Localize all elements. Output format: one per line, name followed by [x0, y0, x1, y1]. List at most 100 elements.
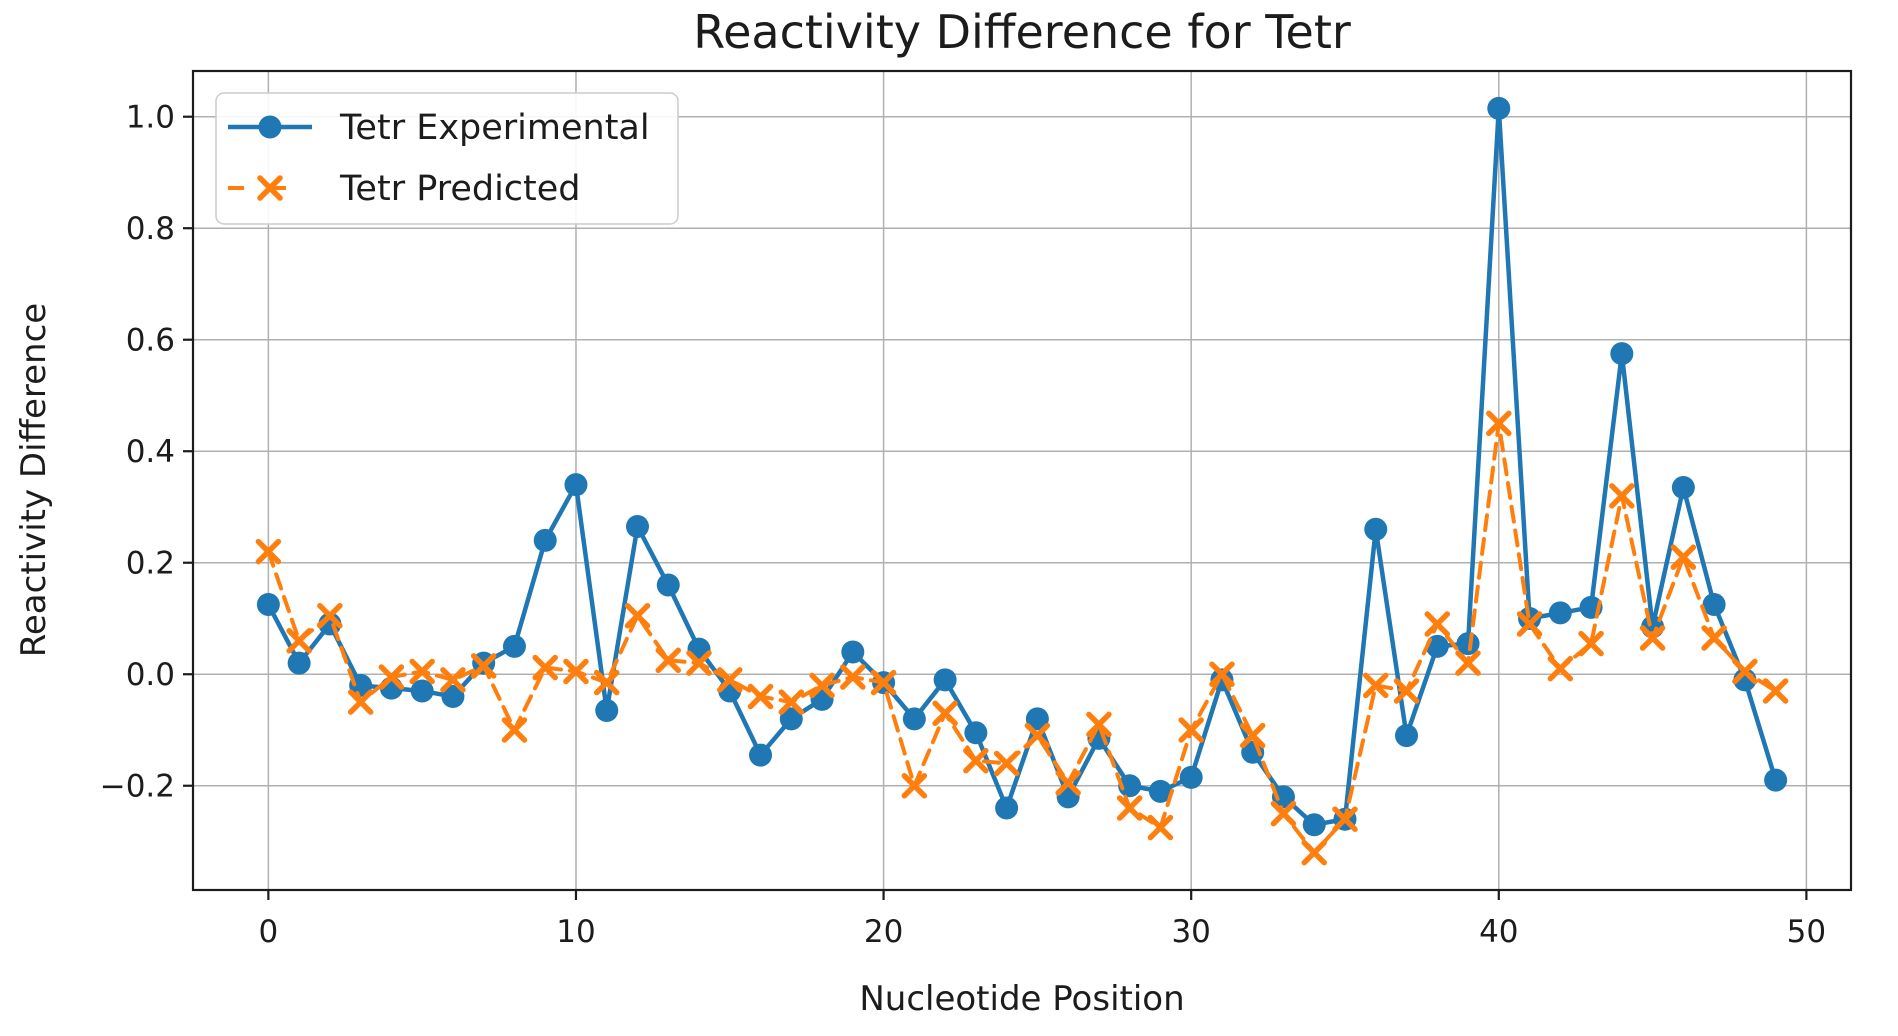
data-point-x: [1639, 625, 1666, 651]
data-point-circle: [625, 514, 649, 538]
data-point-x: [840, 664, 866, 690]
data-point-x: [747, 683, 774, 710]
data-point-x: [1332, 806, 1358, 832]
data-point-x: [809, 672, 835, 699]
data-point-x: [1239, 722, 1266, 749]
data-point-x: [686, 650, 712, 676]
data-point-circle: [1271, 785, 1295, 809]
data-point-circle: [349, 673, 373, 697]
legend-label-experimental: Tetr Experimental: [339, 108, 650, 148]
data-point-circle: [779, 707, 803, 731]
data-point-x: [1362, 672, 1389, 699]
data-point-circle: [1148, 779, 1172, 803]
data-point-x: [286, 628, 312, 654]
data-point-circle: [595, 698, 619, 722]
data-point-x: [378, 664, 405, 690]
x-tick-label: 30: [1171, 914, 1210, 950]
data-point-x: [1147, 814, 1174, 841]
data-point-x: [532, 654, 558, 681]
y-tick-label: 1.0: [126, 100, 175, 136]
x-tick-label: 20: [864, 914, 903, 950]
data-point-circle: [1518, 606, 1542, 630]
data-point-circle: [1702, 593, 1726, 617]
data-point-x: [1024, 722, 1051, 749]
data-point-circle: [933, 668, 957, 692]
data-point-circle: [1548, 601, 1572, 625]
series-line-1: [266, 421, 1778, 855]
y-axis-label: Reactivity Difference: [14, 303, 54, 657]
y-tick-label: 0.2: [126, 546, 175, 582]
data-point-circle: [1671, 475, 1695, 499]
data-point-x: [255, 538, 282, 565]
data-point-circle: [1025, 707, 1049, 731]
legend-sample-experimental: [228, 115, 312, 139]
data-point-x: [624, 602, 651, 629]
data-point-x: [317, 602, 343, 629]
data-point-x: [1086, 711, 1112, 738]
x-tick-label: 50: [1787, 914, 1826, 950]
x-axis-label: Nucleotide Position: [859, 979, 1184, 1019]
data-point-x: [1116, 795, 1143, 821]
data-point-x: [932, 700, 958, 727]
x-tick-label: 40: [1479, 914, 1518, 950]
plot-spines: [191, 69, 1853, 892]
data-point-x: [655, 647, 682, 674]
data-point-x: [1547, 655, 1574, 682]
data-point-x: [1209, 661, 1235, 687]
data-point-x: [1609, 483, 1635, 509]
data-point-x: [347, 689, 374, 715]
data-point-x: [717, 667, 743, 693]
data-point-circle: [1395, 724, 1419, 748]
x-tick-label: 10: [556, 914, 595, 950]
data-point-circle: [841, 640, 865, 664]
data-point-x: [1732, 658, 1758, 685]
data-point-circle: [995, 796, 1019, 820]
legend-label-predicted: Tetr Predicted: [339, 169, 581, 209]
data-point-circle: [256, 593, 280, 617]
legend-sample-predicted: [228, 175, 312, 201]
data-point-x: [1516, 611, 1543, 637]
data-point-x: [1301, 839, 1327, 866]
data-point-circle: [441, 685, 465, 709]
data-point-x: [1670, 544, 1697, 570]
data-point-circle: [1764, 768, 1788, 792]
data-point-circle: [533, 528, 557, 552]
data-point-x: [470, 653, 497, 679]
data-point-x: [563, 658, 589, 685]
data-point-circle: [1610, 342, 1634, 366]
data-point-x: [1055, 770, 1081, 796]
data-series: [255, 96, 1789, 866]
legend-circle-marker-icon: [258, 115, 282, 139]
data-point-x: [593, 669, 620, 696]
data-point-x: [1578, 630, 1604, 657]
data-point-x: [1178, 717, 1204, 743]
data-point-x: [1701, 625, 1727, 651]
data-point-x: [1270, 800, 1297, 827]
legend-box: [215, 92, 679, 225]
data-point-circle: [1487, 96, 1511, 120]
legend-x-marker-icon: [257, 175, 283, 201]
data-point-x: [993, 750, 1020, 777]
x-tick-label: 0: [258, 914, 278, 950]
data-point-circle: [1179, 765, 1203, 789]
data-point-circle: [287, 651, 311, 675]
data-point-circle: [964, 721, 988, 745]
y-tick-label: 0.0: [126, 657, 175, 693]
y-tick-label: 0.6: [126, 323, 175, 359]
data-point-x: [1455, 650, 1481, 676]
data-point-circle: [1118, 774, 1142, 798]
data-point-x: [901, 772, 928, 799]
data-point-circle: [1364, 517, 1388, 541]
plot-border: [191, 69, 1853, 892]
axis-ticks: 0 10 20 30 40 50 1.0 0.8 0.6 0.4 0.2 0.0 −0.2: [100, 100, 1826, 950]
data-point-circle: [902, 707, 926, 731]
legend: Tetr Experimental Tetr Predicted: [215, 92, 679, 225]
data-point-x: [778, 689, 805, 715]
data-point-circle: [564, 473, 588, 497]
data-point-x: [1762, 678, 1789, 704]
data-point-circle: [1456, 632, 1480, 656]
data-point-circle: [410, 679, 434, 703]
data-point-x: [1486, 410, 1512, 437]
